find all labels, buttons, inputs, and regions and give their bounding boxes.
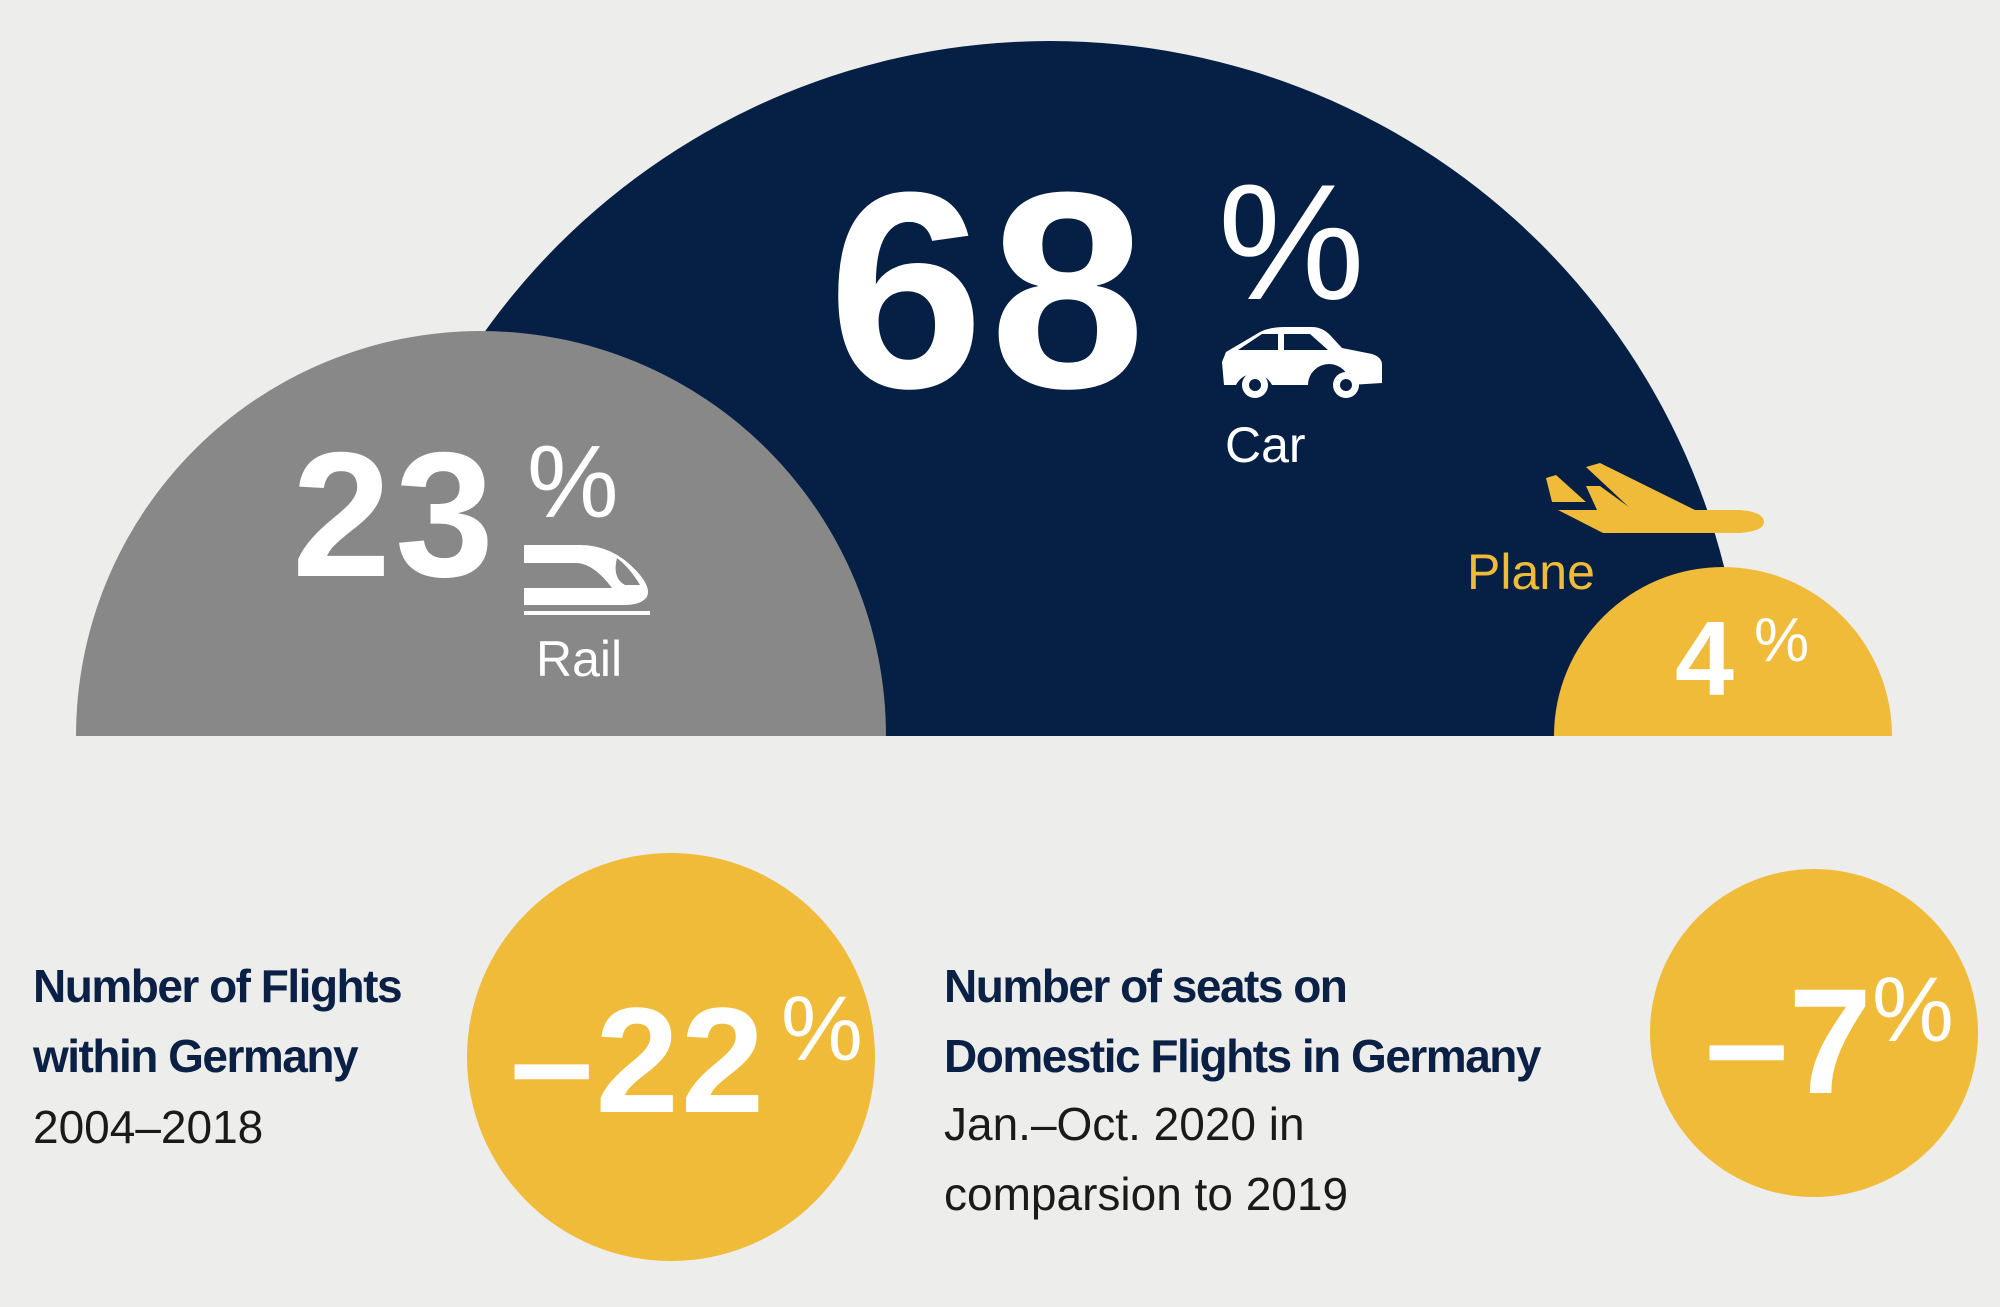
seats-heading-line-2: Domestic Flights in Germany xyxy=(944,1030,1541,1082)
rail-semicircle xyxy=(76,331,886,736)
flights-change-unit: % xyxy=(781,978,863,1080)
car-share-value: 68 xyxy=(828,135,1152,447)
seats-period-line-2: comparsion to 2019 xyxy=(944,1168,1349,1220)
rail-share-value: 23 xyxy=(292,415,498,614)
plane-share-unit: % xyxy=(1754,606,1810,675)
flights-circle xyxy=(467,853,875,1261)
seats-period-line-1: Jan.–Oct. 2020 in xyxy=(944,1098,1305,1150)
flights-heading-line-2: within Germany xyxy=(33,1030,359,1082)
rail-share-unit: % xyxy=(527,424,619,539)
rail-label: Rail xyxy=(536,631,623,687)
flights-heading-line-1: Number of Flights xyxy=(33,960,403,1012)
flights-period: 2004–2018 xyxy=(33,1101,264,1153)
plane-label: Plane xyxy=(1467,544,1595,600)
car-label: Car xyxy=(1225,417,1306,473)
car-share-unit: % xyxy=(1218,150,1365,334)
train-icon xyxy=(524,545,650,615)
seats-change-unit: % xyxy=(1872,959,1954,1061)
plane-semicircle xyxy=(1554,567,1892,736)
seats-circle xyxy=(1650,869,1978,1197)
seats-heading-line-1: Number of seats on xyxy=(944,960,1348,1012)
seats-change-value: –7 xyxy=(1705,957,1872,1125)
flights-change-value: –22 xyxy=(510,976,767,1144)
car-icon xyxy=(1222,327,1382,398)
plane-icon xyxy=(1546,463,1764,533)
plane-share-value: 4 xyxy=(1675,600,1734,718)
